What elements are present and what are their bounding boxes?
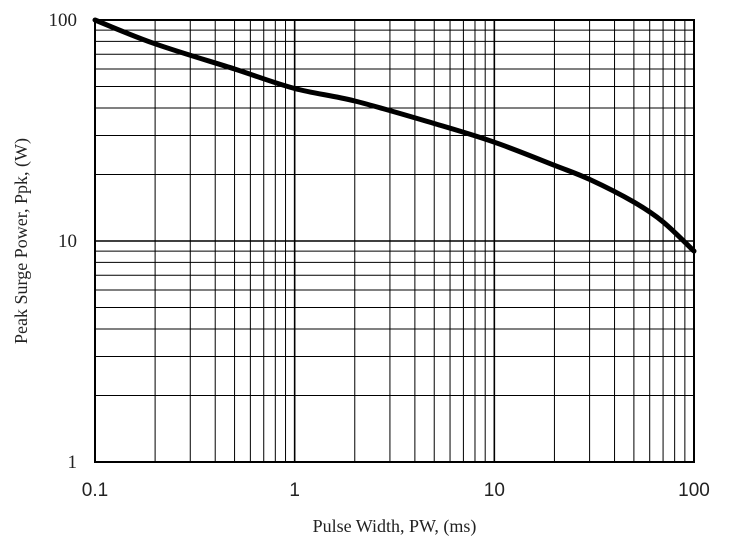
y-tick-label: 100 — [49, 10, 78, 31]
y-axis-title: Peak Surge Power, Ppk, (W) — [11, 138, 32, 344]
x-tick-label: 1 — [289, 480, 300, 501]
x-tick-label: 100 — [678, 480, 710, 501]
y-tick-label: 10 — [58, 231, 77, 252]
x-tick-labels: 0.1 1 10 100 — [82, 480, 710, 501]
x-tick-label: 10 — [484, 480, 505, 501]
plot-frame — [94, 19, 695, 463]
y-tick-label: 1 — [68, 452, 78, 473]
x-axis-title: Pulse Width, PW, (ms) — [313, 516, 477, 537]
grid-major — [95, 20, 694, 462]
series-line — [92, 17, 697, 254]
y-tick-labels: 1 10 100 — [49, 10, 78, 473]
x-tick-label: 0.1 — [82, 480, 108, 501]
